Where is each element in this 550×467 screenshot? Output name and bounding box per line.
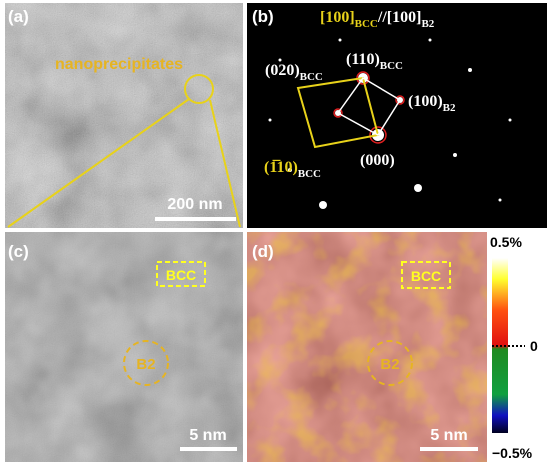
panel-d-image	[247, 232, 487, 462]
annotation: nanoprecipitates	[55, 56, 183, 73]
panel-label: (d)	[252, 242, 274, 261]
scale-bar-label: 5 nm	[189, 427, 226, 444]
b2-cell	[336, 77, 402, 136]
circle-label: B2	[380, 356, 399, 373]
spot-sub: BCC	[380, 60, 403, 72]
spot-index: (110)	[346, 51, 380, 68]
panel-c-image	[5, 232, 243, 462]
colorbar-label: 0	[530, 338, 538, 354]
scale-bar-label: 5 nm	[430, 427, 467, 444]
scale-bar-label: 200 nm	[167, 196, 222, 213]
spot-sub: BCC	[298, 168, 321, 180]
zone-axis-sub: B2	[421, 18, 434, 30]
spot-index: (100)	[408, 93, 443, 110]
spot-label: (000)	[360, 152, 395, 169]
panel-label: (b)	[252, 7, 274, 26]
spot-label: (1̅10)BCC	[264, 158, 321, 180]
zone-axis: [100]BCC//[100]B2	[320, 9, 435, 30]
spot-index: (1̅10)	[264, 158, 298, 176]
zoom-line	[7, 98, 190, 228]
zone-axis-sub: BCC	[355, 18, 378, 30]
zone-axis-part: //[100]	[377, 9, 422, 26]
spot-index: (020)	[265, 62, 300, 79]
spot-rings	[333, 71, 405, 144]
zone-axis-part: [100]	[320, 9, 355, 26]
box-label: BCC	[411, 268, 441, 284]
panel-label: (c)	[8, 242, 29, 261]
bcc-box	[401, 261, 451, 289]
spot-sub: BCC	[300, 71, 323, 83]
bcc-box	[156, 261, 206, 287]
colorbar-label: 0.5%	[490, 234, 522, 250]
highlight-circle	[184, 74, 214, 104]
spot-label: (110)BCC	[346, 51, 403, 72]
panel-a-image	[5, 3, 243, 228]
spot-index: (000)	[360, 152, 395, 169]
circle-label: B2	[136, 356, 155, 373]
spot-label: (020)BCC	[265, 62, 323, 83]
spot-label: (100)B2	[408, 93, 456, 114]
spot-sub: B2	[443, 102, 456, 114]
zoom-line	[209, 99, 241, 228]
colorbar-label: −0.5%	[492, 445, 533, 461]
b2-circle	[367, 340, 413, 386]
b2-circle	[123, 340, 169, 386]
box-label: BCC	[166, 267, 196, 283]
panel-label: (a)	[8, 7, 29, 26]
panel-b-image	[247, 3, 547, 228]
